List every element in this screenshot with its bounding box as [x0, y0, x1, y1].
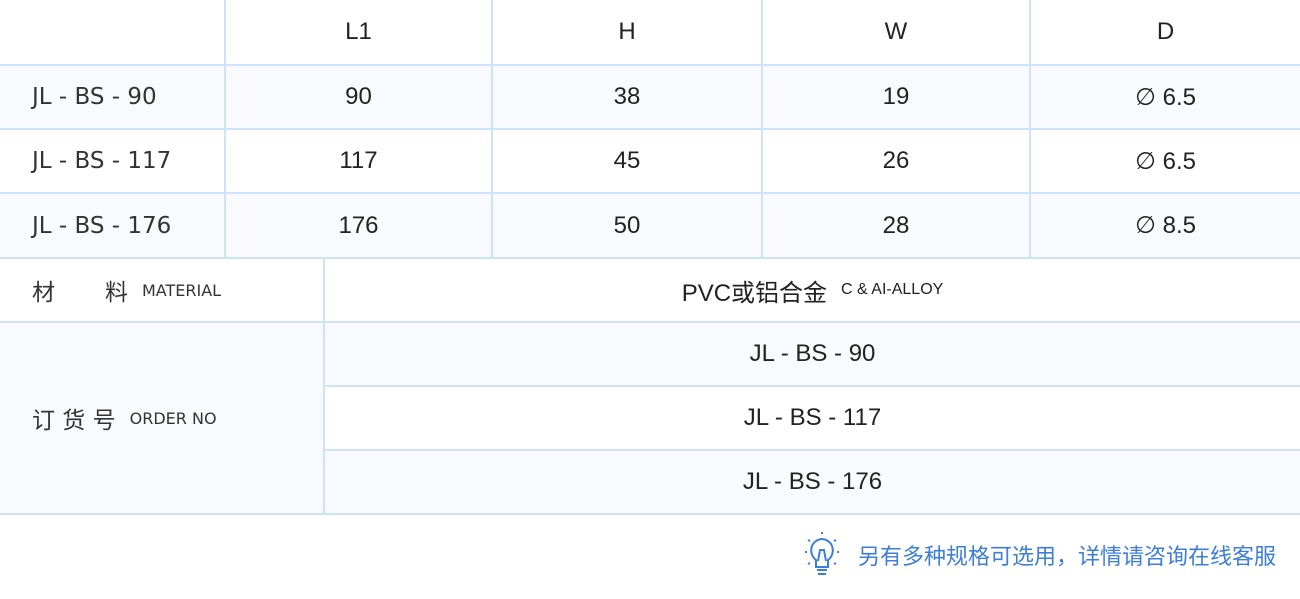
header-h: H — [493, 0, 763, 66]
material-label-en: MATERIAL — [142, 280, 222, 300]
cell-model: JL - BS - 176 — [0, 194, 226, 259]
cell-h: 45 — [493, 130, 763, 194]
material-value-en: C & AI-ALLOY — [841, 281, 944, 298]
material-label: 材 料 MATERIAL — [0, 259, 325, 323]
order-label-en: ORDER NO — [129, 408, 217, 428]
order-value: JL - BS - 90 — [325, 323, 1300, 387]
header-empty — [0, 0, 226, 66]
order-value: JL - BS - 117 — [325, 387, 1300, 451]
cell-h: 38 — [493, 66, 763, 130]
cell-l1: 176 — [226, 194, 493, 259]
order-label: 订 货 号 ORDER NO — [0, 323, 325, 515]
lightbulb-icon — [805, 532, 839, 575]
cell-h: 50 — [493, 194, 763, 259]
cell-l1: 117 — [226, 130, 493, 194]
order-value: JL - BS - 176 — [325, 451, 1300, 515]
cell-d: ∅ 8.5 — [1031, 194, 1300, 259]
note: 另有多种规格可选用，详情请咨询在线客服 — [804, 530, 1276, 580]
cell-model: JL - BS - 117 — [0, 130, 226, 194]
cell-l1: 90 — [226, 66, 493, 130]
cell-w: 28 — [763, 194, 1031, 259]
header-l1: L1 — [226, 0, 493, 66]
header-w: W — [763, 0, 1031, 66]
material-value: PVC或铝合金 C & AI-ALLOY — [325, 259, 1300, 323]
note-text: 另有多种规格可选用，详情请咨询在线客服 — [858, 544, 1277, 569]
material-value-cn: PVC或铝合金 — [681, 279, 828, 307]
material-label-cn1: 材 — [32, 280, 55, 306]
cell-w: 26 — [763, 130, 1031, 194]
material-label-cn2: 料 — [105, 280, 128, 306]
cell-d: ∅ 6.5 — [1031, 130, 1300, 194]
cell-w: 19 — [763, 66, 1031, 130]
header-d: D — [1031, 0, 1300, 66]
cell-d: ∅ 6.5 — [1031, 66, 1300, 130]
order-label-cn: 订 货 号 — [32, 408, 116, 434]
cell-model: JL - BS - 90 — [0, 66, 226, 130]
